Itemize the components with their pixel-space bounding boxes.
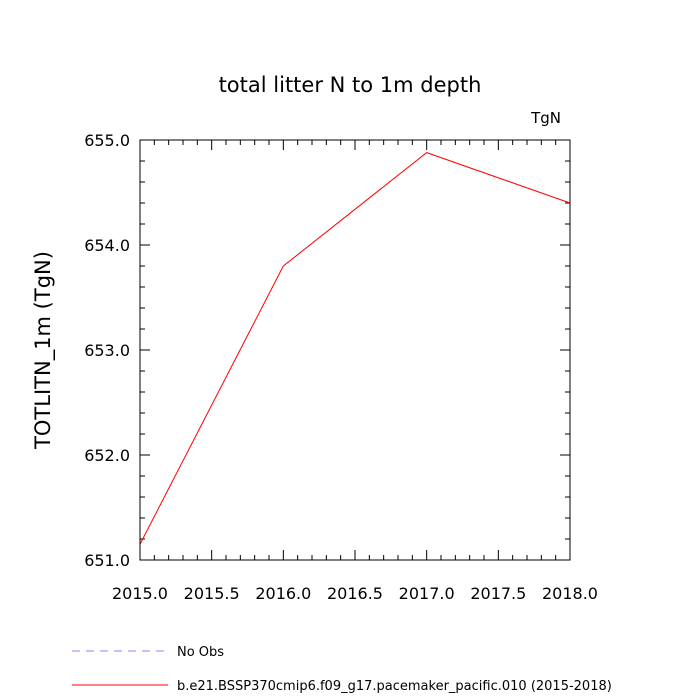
units-label: TgN: [530, 109, 561, 127]
axis-ticks: [139, 139, 571, 561]
y-tick-label: 653.0: [84, 341, 130, 360]
series-lines: [139, 152, 571, 545]
y-tick-label: 651.0: [84, 551, 130, 570]
x-tick-label: 2015.0: [112, 584, 168, 603]
y-tick-label: 655.0: [84, 131, 130, 150]
x-tick-label: 2016.5: [327, 584, 383, 603]
x-tick-label: 2015.5: [184, 584, 240, 603]
legend: No Obs b.e21.BSSP370cmip6.f09_g17.pacema…: [72, 645, 612, 694]
series-line-0: [139, 152, 571, 545]
x-tick-label: 2018.0: [542, 584, 598, 603]
x-tick-label: 2016.0: [255, 584, 311, 603]
x-tick-labels: 2015.0 2015.5 2016.0 2016.5 2017.0 2017.5 2018…: [112, 584, 598, 603]
y-axis-label: TOTLITN_1m (TgN): [31, 251, 56, 450]
plot-area-frame: [139, 139, 571, 561]
y-tick-labels: 651.0 652.0 653.0 654.0 655.0: [84, 131, 130, 570]
chart-title: total litter N to 1m depth: [219, 73, 482, 97]
y-tick-label: 654.0: [84, 236, 130, 255]
legend-label-model-run: b.e21.BSSP370cmip6.f09_g17.pacemaker_pac…: [177, 679, 612, 694]
x-tick-label: 2017.0: [399, 584, 455, 603]
x-tick-label: 2017.5: [470, 584, 526, 603]
y-tick-label: 652.0: [84, 446, 130, 465]
legend-label-no-obs: No Obs: [177, 645, 224, 660]
